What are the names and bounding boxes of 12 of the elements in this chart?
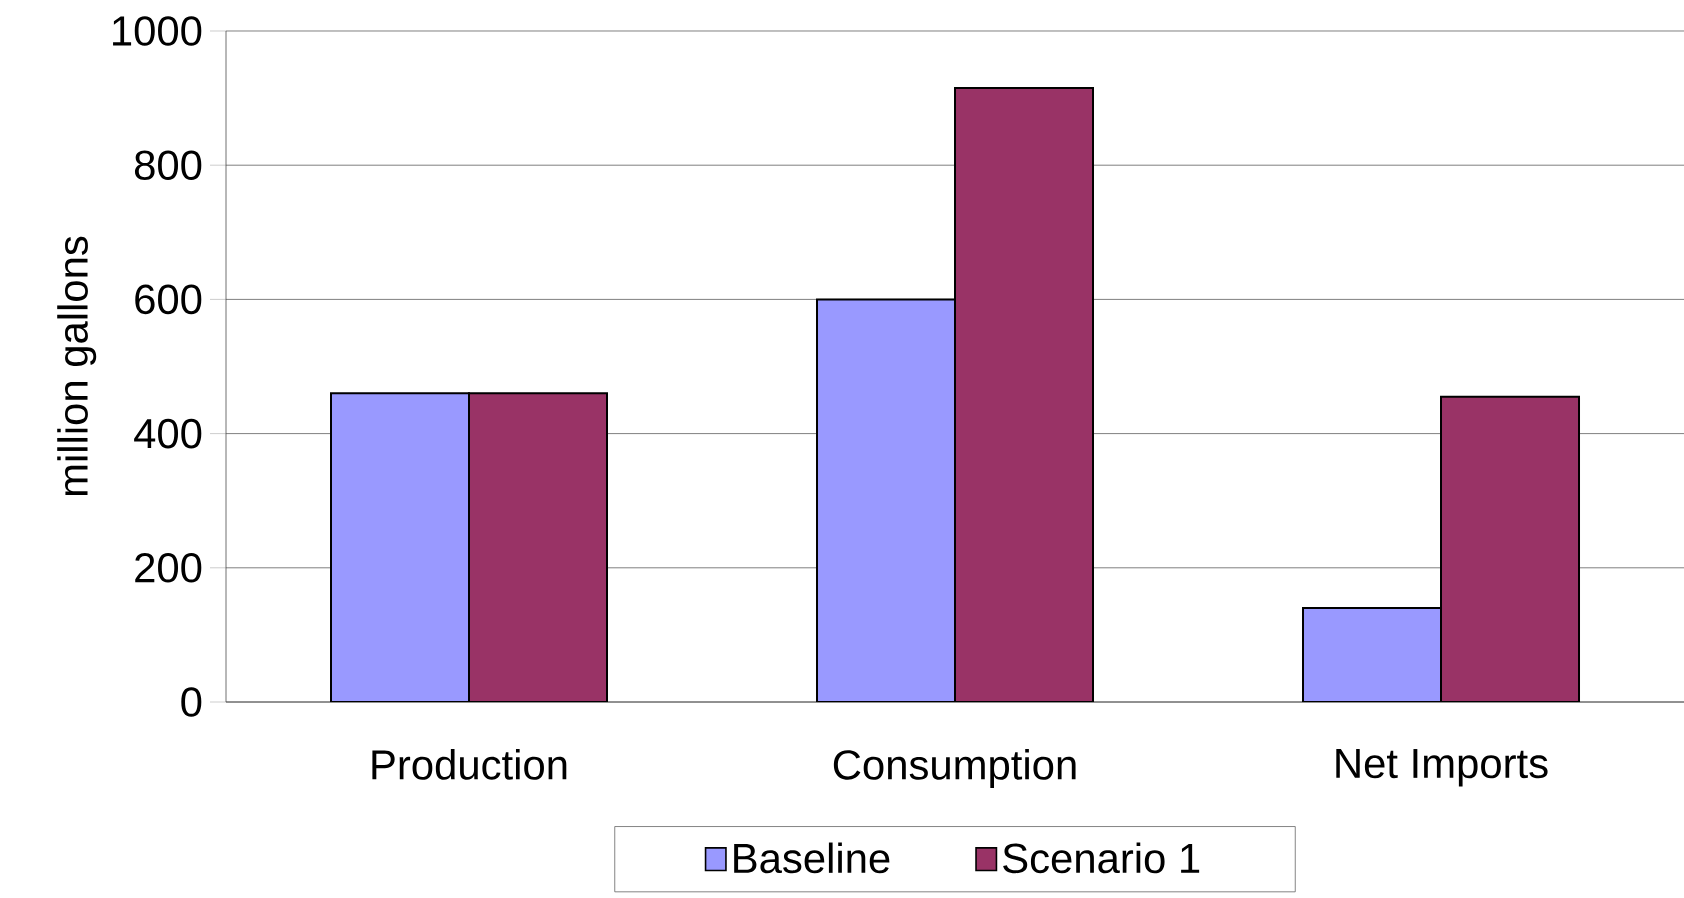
y-axis-title: million gallons [57, 236, 97, 496]
y-tick-label: 200 [135, 552, 202, 583]
x-tick-label: Net Imports [1336, 749, 1548, 787]
y-tick-label: 1000 [113, 16, 202, 46]
legend-label: Baseline [734, 842, 890, 874]
x-tick-label: Production [372, 749, 567, 780]
y-tick-label: 800 [134, 150, 202, 181]
y-tick-label: 600 [135, 284, 202, 315]
legend-label: Scenario 1 [1003, 842, 1200, 874]
y-tick-label: 0 [181, 687, 202, 717]
x-tick-label: Consumption [833, 749, 1076, 789]
y-tick-label: 400 [134, 418, 202, 449]
